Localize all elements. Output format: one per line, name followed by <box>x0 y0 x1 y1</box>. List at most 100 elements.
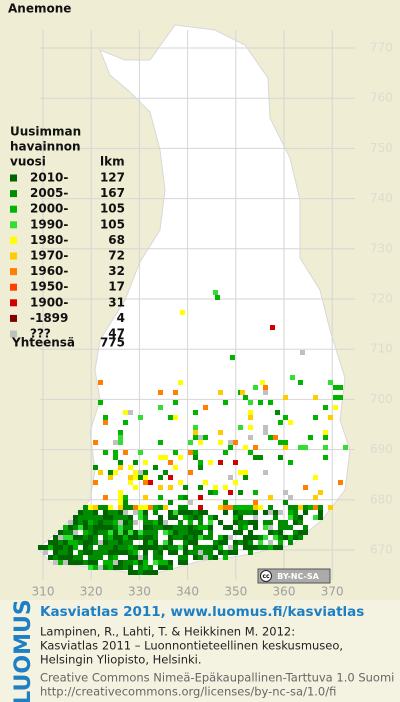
record-square <box>188 500 193 505</box>
record-square <box>158 520 163 525</box>
record-square <box>328 505 333 510</box>
legend-label: 1960- <box>30 264 68 278</box>
record-square <box>253 500 258 505</box>
legend-header: havainnon <box>10 140 81 154</box>
record-square <box>58 545 63 550</box>
record-square <box>98 525 103 530</box>
record-square <box>323 435 328 440</box>
record-square <box>173 515 178 520</box>
record-square <box>288 525 293 530</box>
record-square <box>253 545 258 550</box>
record-square <box>223 550 228 555</box>
record-square <box>288 540 293 545</box>
legend-swatch <box>10 330 17 338</box>
record-square <box>178 520 183 525</box>
record-square <box>213 555 218 560</box>
record-square <box>183 525 188 530</box>
record-square <box>93 540 98 545</box>
record-square <box>158 515 163 520</box>
record-square <box>128 480 133 485</box>
record-square <box>278 540 283 545</box>
record-square <box>213 515 218 520</box>
record-square <box>63 550 68 555</box>
record-square <box>133 550 138 555</box>
record-square <box>138 510 143 515</box>
record-square <box>113 525 118 530</box>
record-square <box>248 505 253 510</box>
record-square <box>208 545 213 550</box>
record-square <box>193 455 198 460</box>
record-square <box>113 515 118 520</box>
record-square <box>48 540 53 545</box>
record-square <box>103 515 108 520</box>
record-square <box>298 515 303 520</box>
record-square <box>263 385 268 390</box>
record-square <box>253 385 258 390</box>
record-square <box>68 555 73 560</box>
record-square <box>143 535 148 540</box>
record-square <box>83 525 88 530</box>
record-square <box>163 455 168 460</box>
record-square <box>123 525 128 530</box>
record-square <box>173 535 178 540</box>
record-square <box>298 505 303 510</box>
record-square <box>198 520 203 525</box>
record-square <box>173 400 178 405</box>
record-square <box>263 430 268 435</box>
record-square <box>198 525 203 530</box>
record-square <box>293 510 298 515</box>
record-square <box>38 545 43 550</box>
y-grid-label: 730 <box>370 241 393 255</box>
record-square <box>313 515 318 520</box>
record-square <box>168 540 173 545</box>
record-square <box>53 560 58 565</box>
record-square <box>68 525 73 530</box>
record-square <box>260 380 265 385</box>
record-square <box>183 510 188 515</box>
record-square <box>323 430 328 435</box>
record-square <box>88 560 93 565</box>
record-square <box>248 530 253 535</box>
record-square <box>153 465 158 470</box>
record-square <box>103 420 108 425</box>
y-grid-label: 770 <box>370 41 393 55</box>
record-square <box>88 555 93 560</box>
record-square <box>123 520 128 525</box>
record-square <box>198 550 203 555</box>
record-square <box>128 545 133 550</box>
license: Creative Commons Nimeä-Epäkaupallinen-Ta… <box>40 671 394 685</box>
record-square <box>183 505 188 510</box>
record-square <box>168 545 173 550</box>
record-square <box>133 485 138 490</box>
record-square <box>238 540 243 545</box>
record-square <box>78 560 83 565</box>
record-square <box>168 535 173 540</box>
record-square <box>198 535 203 540</box>
x-grid-label: 340 <box>176 585 199 599</box>
record-square <box>113 440 118 445</box>
record-square <box>103 450 108 455</box>
record-square <box>93 505 98 510</box>
record-square <box>198 545 203 550</box>
record-square <box>98 400 103 405</box>
record-square <box>223 540 228 545</box>
record-square <box>158 555 163 560</box>
record-square <box>88 545 93 550</box>
record-square <box>113 520 118 525</box>
record-square <box>188 510 193 515</box>
record-square <box>188 535 193 540</box>
y-grid-label: 710 <box>370 342 393 356</box>
record-square <box>143 495 148 500</box>
record-square <box>183 560 188 565</box>
record-square <box>158 475 163 480</box>
legend-swatch <box>10 221 17 229</box>
legend-count: 47 <box>108 327 125 341</box>
record-square <box>263 520 268 525</box>
record-square <box>73 555 78 560</box>
record-square <box>248 550 253 555</box>
record-square <box>178 545 183 550</box>
record-square <box>248 520 253 525</box>
record-square <box>143 570 148 575</box>
record-square <box>128 520 133 525</box>
record-square <box>153 525 158 530</box>
